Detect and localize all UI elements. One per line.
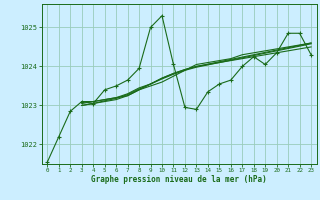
X-axis label: Graphe pression niveau de la mer (hPa): Graphe pression niveau de la mer (hPa) <box>91 175 267 184</box>
